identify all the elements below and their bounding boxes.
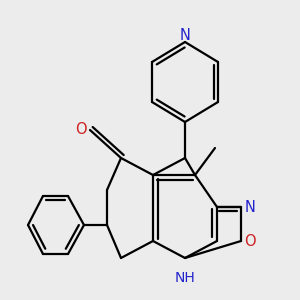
Text: N: N [180, 28, 190, 43]
Text: N: N [244, 200, 255, 214]
Text: O: O [75, 122, 87, 137]
Text: O: O [244, 233, 256, 248]
Text: NH: NH [175, 271, 195, 285]
